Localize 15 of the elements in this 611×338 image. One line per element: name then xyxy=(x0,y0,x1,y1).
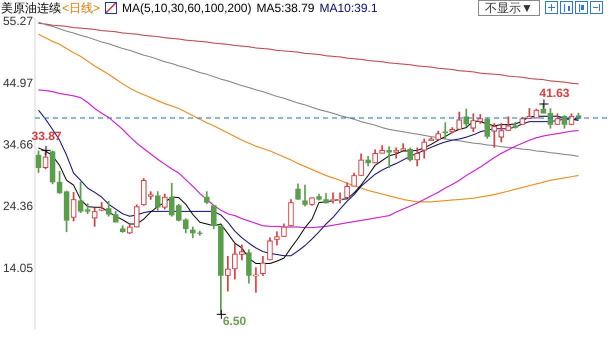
text: 41.63 xyxy=(539,86,570,100)
chart-subtitle: <日线> xyxy=(62,0,100,16)
y-tick-label: 14.05 xyxy=(2,260,34,275)
y-tick-label: 34.66 xyxy=(2,138,34,152)
text: MA10:39.1 xyxy=(319,0,378,16)
y-tick-label: 55.27 xyxy=(2,14,34,28)
y-tick-label: 24.36 xyxy=(2,199,34,214)
chart-title: 美原油连续 xyxy=(1,0,61,16)
candlestick xyxy=(330,192,336,204)
text: 不显示▼ xyxy=(478,0,540,16)
y-tick-label: 44.97 xyxy=(2,76,34,90)
text: MA(5,10,30,60,100,200) xyxy=(122,0,252,16)
candlestick xyxy=(302,184,308,206)
text: 6.50 xyxy=(222,314,246,328)
text: MA5:38.79 xyxy=(256,0,314,16)
